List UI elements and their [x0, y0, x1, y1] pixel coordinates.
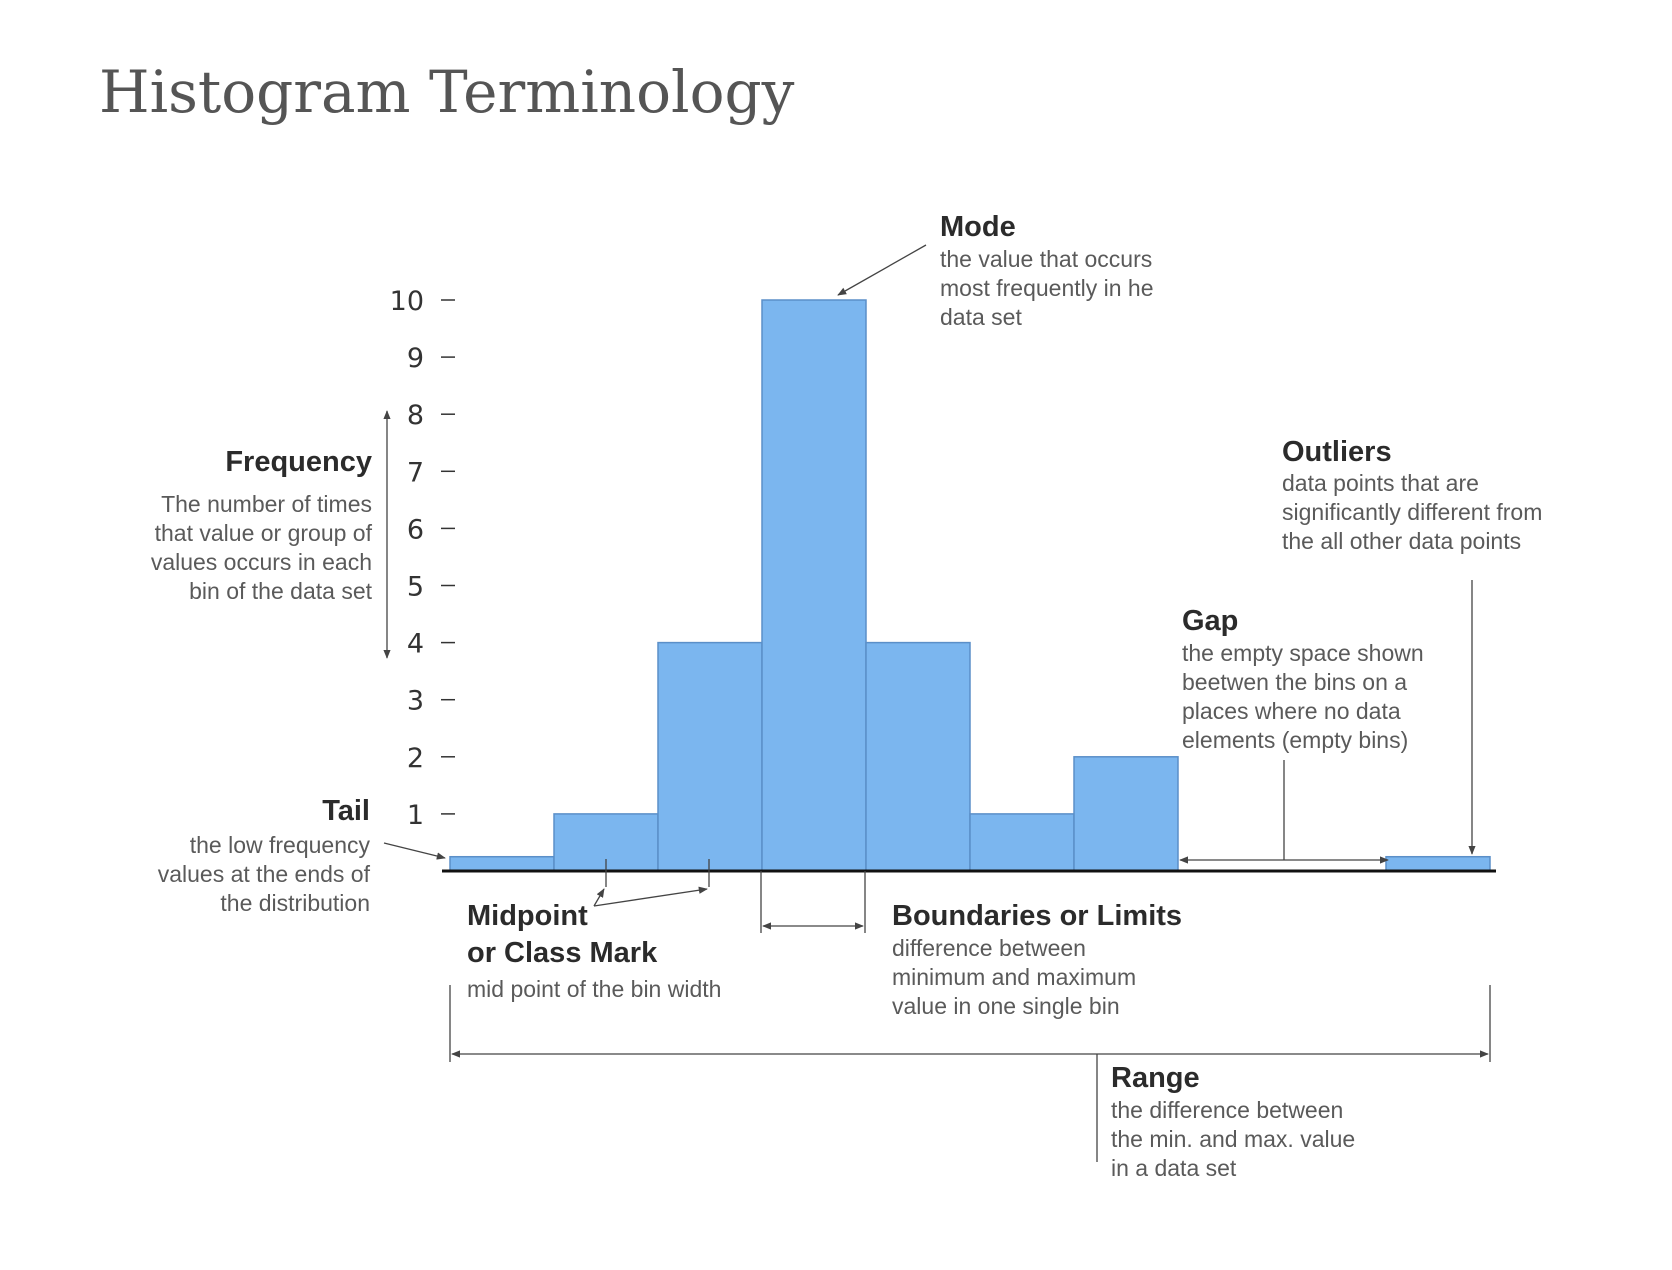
annotation-range: Range the difference between the min. an…: [449, 985, 1491, 1181]
tail-desc-line: the low frequency: [190, 832, 371, 858]
y-tick-label: 7: [407, 457, 424, 488]
frequency-desc-line: The number of times: [161, 491, 372, 517]
annotation-midpoint: Midpoint or Class Mark mid point of the …: [467, 859, 721, 1002]
tail-pointer-arrow: [383, 842, 446, 860]
page-title: Histogram Terminology: [99, 58, 795, 126]
y-tick-label: 8: [407, 400, 424, 431]
midpoint-pointer-2: [593, 886, 708, 907]
y-tick-label: 3: [407, 686, 424, 717]
outliers-desc-line: the all other data points: [1282, 528, 1521, 554]
boundaries-desc-line: difference between: [892, 935, 1086, 961]
gap-desc-line: beetwen the bins on a: [1182, 669, 1407, 695]
histogram-bar: [865, 641, 971, 872]
range-desc-line: the min. and max. value: [1111, 1126, 1355, 1152]
frequency-desc-line: that value or group of: [155, 520, 373, 546]
y-tick-label: 10: [390, 286, 424, 317]
y-tick-label: 6: [407, 514, 424, 545]
range-title: Range: [1111, 1062, 1200, 1094]
mode-title: Mode: [940, 211, 1016, 243]
histogram-bar: [449, 855, 555, 872]
frequency-desc-line: bin of the data set: [189, 578, 372, 604]
bars-group: [449, 299, 1491, 872]
annotation-boundaries: Boundaries or Limits difference between …: [760, 871, 1182, 1019]
boundaries-title: Boundaries or Limits: [892, 900, 1182, 932]
histogram-bar: [1073, 756, 1179, 872]
annotation-gap: Gap the empty space shown beetwen the bi…: [1179, 605, 1424, 864]
gap-title: Gap: [1182, 605, 1238, 637]
y-tick-label: 9: [407, 343, 424, 374]
annotation-mode: Mode the value that occurs most frequent…: [837, 211, 1154, 330]
y-tick-label: 5: [407, 572, 424, 603]
tail-desc-line: the distribution: [220, 890, 370, 916]
midpoint-title-line: Midpoint: [467, 900, 588, 932]
histogram-bar: [969, 813, 1075, 872]
histogram-bar: [657, 641, 763, 872]
annotation-outliers: Outliers data points that are significan…: [1282, 436, 1542, 855]
midpoint-desc-line: mid point of the bin width: [467, 976, 721, 1002]
mode-desc-line: most frequently in he: [940, 275, 1154, 301]
frequency-title: Frequency: [225, 446, 372, 478]
annotation-frequency: Frequency The number of times that value…: [151, 410, 391, 659]
boundaries-desc-line: minimum and maximum: [892, 964, 1136, 990]
midpoint-pointer-1: [593, 888, 605, 907]
y-tick-label: 2: [407, 743, 424, 774]
range-desc-line: in a data set: [1111, 1155, 1237, 1181]
gap-desc-line: elements (empty bins): [1182, 727, 1408, 753]
y-tick-label: 1: [407, 800, 424, 831]
histogram-bar: [761, 299, 867, 872]
mode-desc-line: the value that occurs: [940, 246, 1152, 272]
histogram-bar: [1385, 855, 1491, 872]
boundaries-desc-line: value in one single bin: [892, 993, 1120, 1019]
annotation-tail: Tail the low frequency values at the end…: [158, 795, 446, 916]
outliers-desc-line: significantly different from: [1282, 499, 1542, 525]
frequency-desc-line: values occurs in each: [151, 549, 372, 575]
mode-pointer-arrow: [837, 244, 927, 296]
mode-desc-line: data set: [940, 304, 1022, 330]
y-axis: 1 2 3 4 5 6 7 8 9 10: [390, 286, 455, 831]
outliers-title: Outliers: [1282, 436, 1392, 468]
tail-title: Tail: [322, 795, 370, 827]
outliers-desc-line: data points that are: [1282, 470, 1479, 496]
gap-desc-line: places where no data: [1182, 698, 1401, 724]
range-desc-line: the difference between: [1111, 1097, 1343, 1123]
tail-desc-line: values at the ends of: [158, 861, 371, 887]
y-tick-label: 4: [407, 629, 424, 660]
midpoint-title-line: or Class Mark: [467, 937, 658, 969]
gap-desc-line: the empty space shown: [1182, 640, 1424, 666]
